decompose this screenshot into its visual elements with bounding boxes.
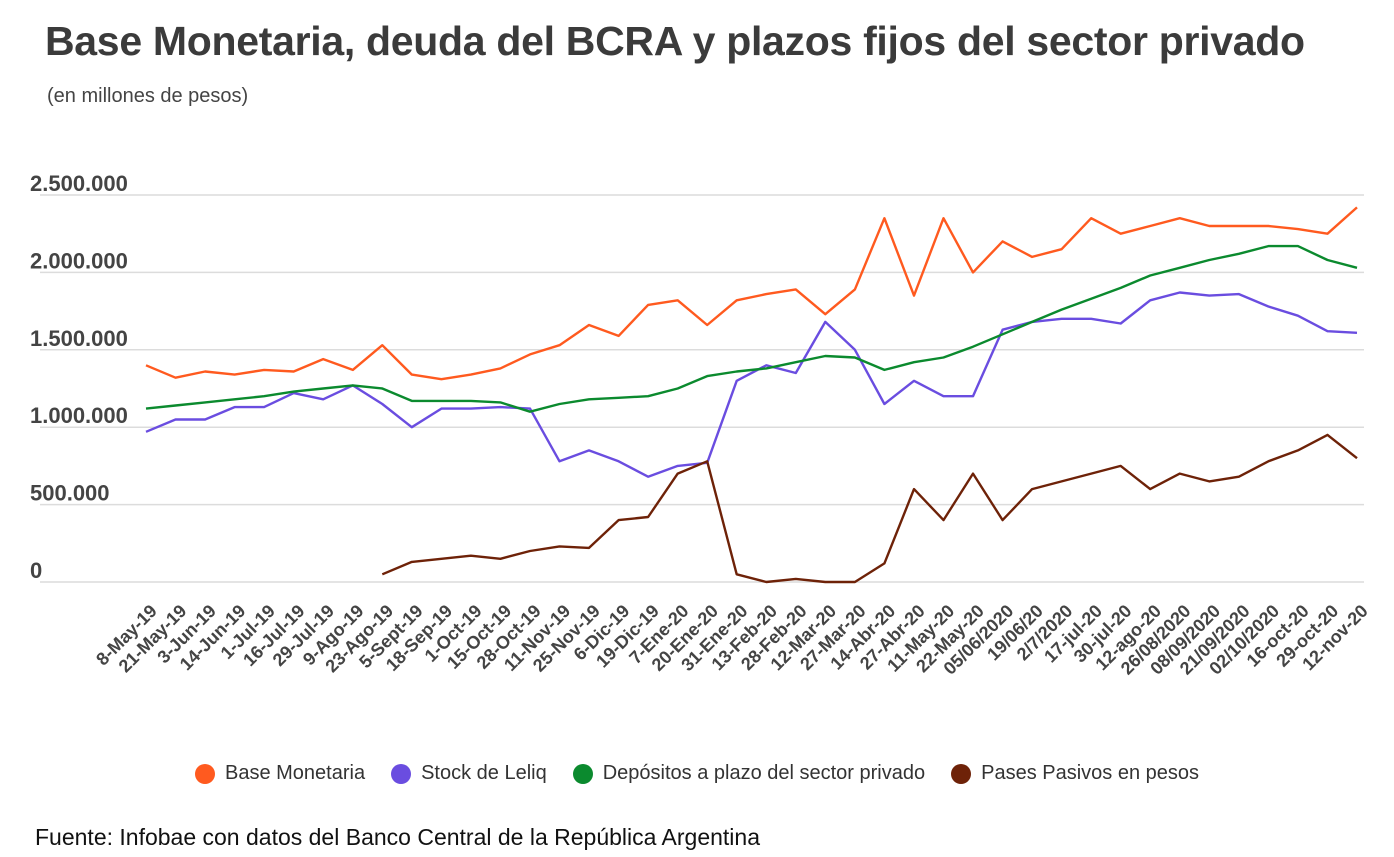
legend-dot-icon <box>194 763 215 784</box>
y-tick-label: 0 <box>30 558 42 583</box>
legend-item[interactable]: Base Monetaria <box>194 762 366 785</box>
y-tick-label: 1.000.000 <box>30 403 128 428</box>
legend-label: Base Monetaria <box>224 762 366 784</box>
chart-subtitle: (en millones de pesos) <box>47 85 249 107</box>
chart-title: Base Monetaria, deuda del BCRA y plazos … <box>45 18 1305 64</box>
legend: Base Monetaria Stock de Leliq Depósitos a … <box>0 762 1394 785</box>
y-tick-label: 2.000.000 <box>30 248 128 273</box>
legend-item[interactable]: Depósitos a plazo del sector privado <box>572 762 926 785</box>
legend-label: Stock de Leliq <box>421 762 547 784</box>
legend-item[interactable]: Pases Pasivos en pesos <box>951 762 1199 785</box>
line-chart: 0 500.000 1.000.000 1.500.000 2.000.000 2.500… <box>30 171 1372 679</box>
y-tick-label: 2.500.000 <box>30 171 128 196</box>
legend-dot-icon <box>391 763 412 784</box>
legend-dot-icon <box>951 763 972 784</box>
series-line-1 <box>145 291 1358 478</box>
series-line-0 <box>145 206 1358 381</box>
y-tick-label: 1.500.000 <box>30 326 128 351</box>
legend-item[interactable]: Stock de Leliq <box>391 762 547 785</box>
legend-label: Pases Pasivos en pesos <box>981 762 1200 784</box>
legend-label: Depósitos a plazo del sector privado <box>602 762 926 784</box>
series-line-2 <box>145 244 1358 413</box>
legend-dot-icon <box>572 763 593 784</box>
y-tick-label: 500.000 <box>30 481 110 506</box>
series-line-3 <box>381 433 1358 584</box>
source-note: Fuente: Infobae con datos del Banco Cent… <box>35 824 760 850</box>
